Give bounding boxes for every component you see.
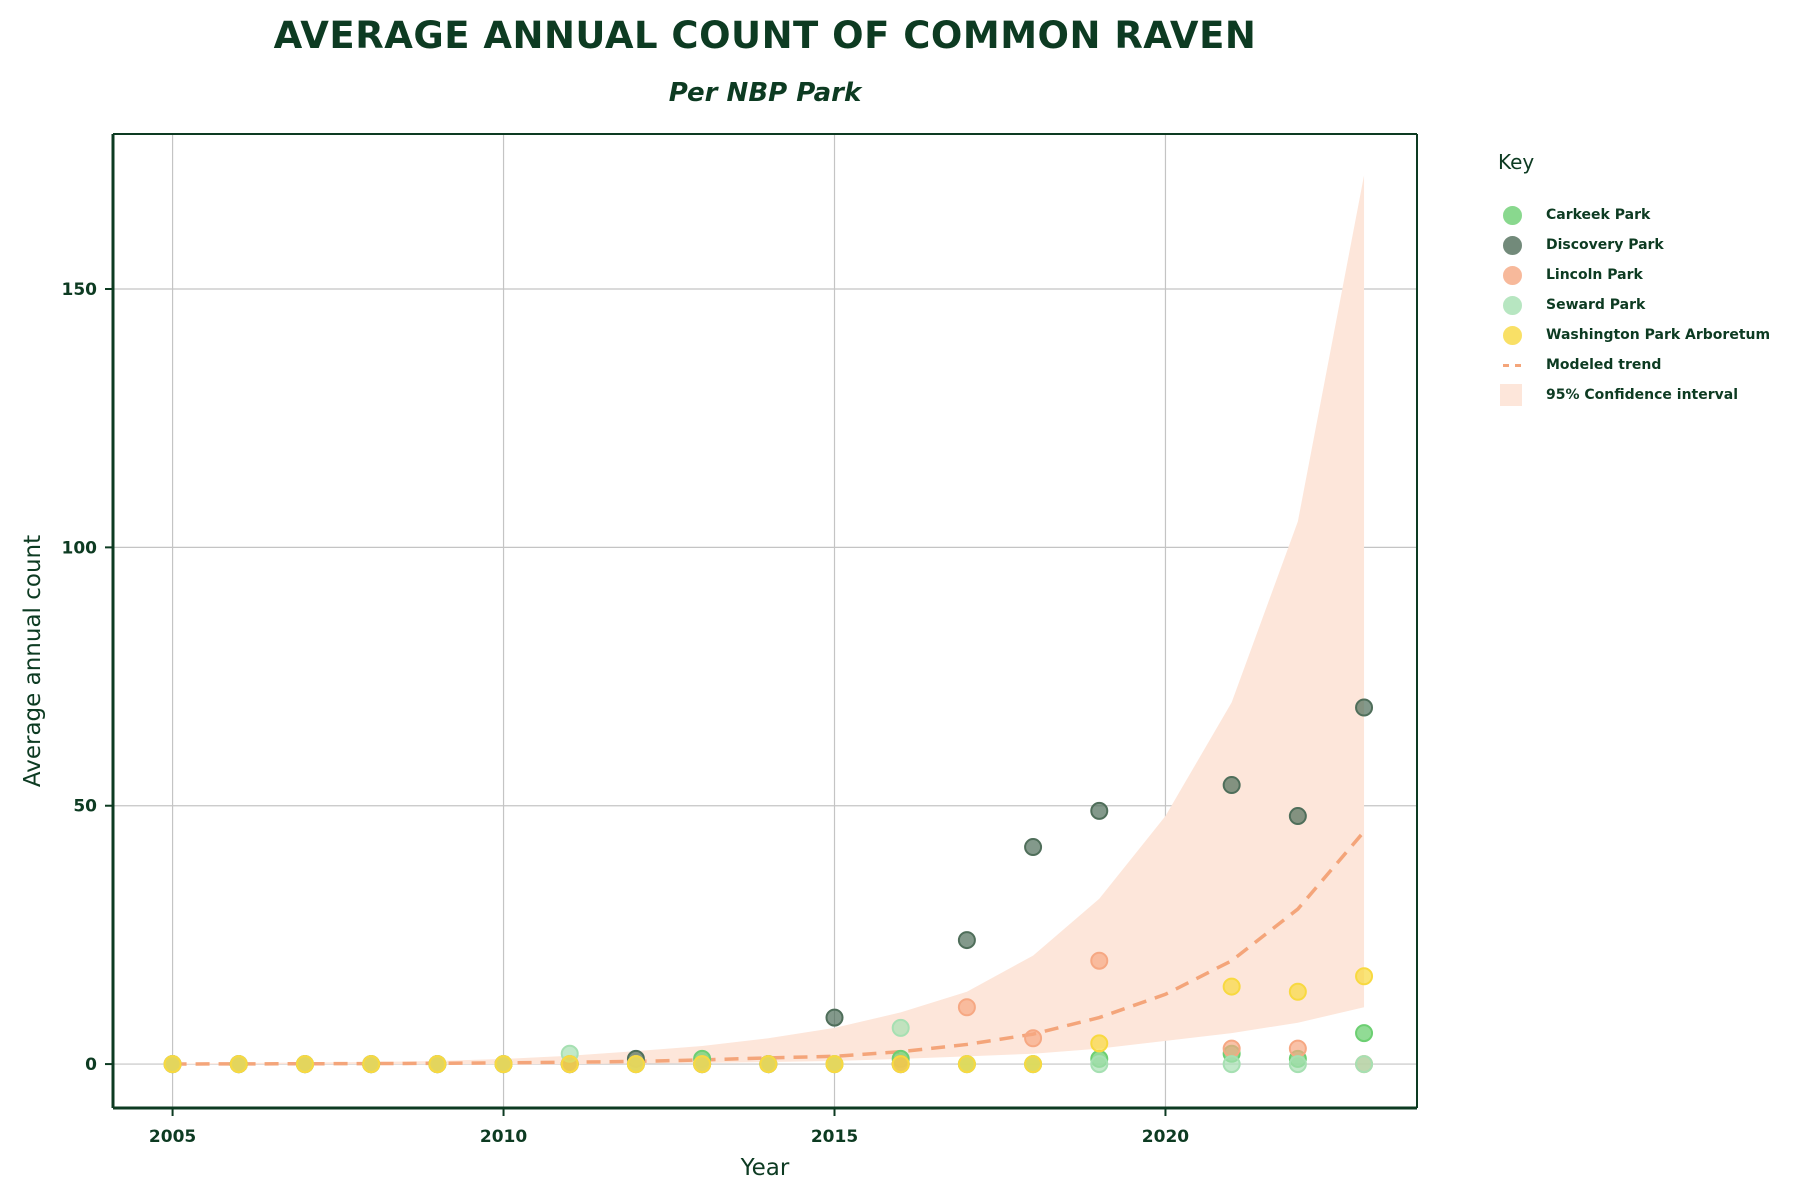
- legend-title: Key: [1498, 150, 1535, 174]
- y-tick-label: 50: [73, 797, 97, 817]
- legend-label: Washington Park Arboretum: [1546, 327, 1771, 343]
- point-washington-park-arboretum: [1024, 1055, 1043, 1074]
- point-washington-park-arboretum: [891, 1055, 910, 1074]
- point-seward-park: [891, 1018, 910, 1037]
- legend-item: Modeled trend: [1498, 350, 1798, 380]
- chart-title: AVERAGE ANNUAL COUNT OF COMMON RAVEN: [273, 14, 1257, 57]
- point-lincoln-park: [1024, 1029, 1043, 1048]
- legend-label: 95% Confidence interval: [1546, 387, 1739, 403]
- legend-marker: [1503, 363, 1521, 367]
- point-seward-park: [1355, 1055, 1374, 1074]
- point-washington-park-arboretum: [957, 1055, 976, 1074]
- x-tick-label: 2010: [480, 1127, 527, 1147]
- point-discovery-park: [1288, 807, 1307, 826]
- legend-items: Carkeek Park Discovery Park Lincoln Park Se…: [1498, 200, 1798, 410]
- point-discovery-park: [1355, 698, 1374, 717]
- legend-marker: [1502, 235, 1522, 255]
- point-washington-park-arboretum: [494, 1055, 513, 1074]
- chart-subtitle: Per NBP Park: [668, 78, 862, 108]
- legend-marker: [1502, 205, 1522, 225]
- legend-swatch: [1502, 355, 1522, 375]
- legend-label: Carkeek Park: [1546, 207, 1651, 223]
- point-discovery-park: [1024, 838, 1043, 857]
- point-discovery-park: [1222, 776, 1241, 795]
- point-washington-park-arboretum: [1222, 977, 1241, 996]
- point-washington-park-arboretum: [163, 1055, 182, 1074]
- point-discovery-park: [1090, 801, 1109, 820]
- legend-swatch: [1500, 384, 1522, 406]
- confidence-band-area: [172, 175, 1365, 1065]
- point-lincoln-park: [1090, 951, 1109, 970]
- x-axis-label: Year: [740, 1155, 790, 1181]
- trend-line: [172, 830, 1366, 1066]
- point-washington-park-arboretum: [362, 1055, 381, 1074]
- legend-item: Discovery Park: [1498, 230, 1798, 260]
- point-seward-park: [1222, 1055, 1241, 1074]
- point-seward-park: [1288, 1055, 1307, 1074]
- legend-marker: [1502, 295, 1522, 315]
- point-washington-park-arboretum: [759, 1055, 778, 1074]
- point-washington-park-arboretum: [295, 1055, 314, 1074]
- point-discovery-park: [825, 1008, 844, 1027]
- legend: Key Carkeek Park Discovery Park Lincoln Pa…: [1498, 150, 1798, 410]
- legend-label: Seward Park: [1546, 297, 1646, 313]
- x-tick-label: 2015: [811, 1127, 858, 1147]
- legend-label: Discovery Park: [1546, 237, 1664, 253]
- legend-swatch: [1502, 295, 1522, 315]
- point-carkeek-park: [1355, 1024, 1374, 1043]
- axes: [105, 133, 1418, 1116]
- point-washington-park-arboretum: [1090, 1034, 1109, 1053]
- legend-marker: [1500, 384, 1522, 406]
- point-washington-park-arboretum: [229, 1055, 248, 1074]
- legend-swatch: [1502, 265, 1522, 285]
- confidence-band: [172, 175, 1365, 1065]
- point-lincoln-park: [957, 998, 976, 1017]
- point-lincoln-park: [1288, 1039, 1307, 1058]
- trend-line-path: [172, 830, 1366, 1066]
- point-washington-park-arboretum: [560, 1055, 579, 1074]
- point-washington-park-arboretum: [428, 1055, 447, 1074]
- point-washington-park-arboretum: [825, 1055, 844, 1074]
- point-seward-park: [1090, 1055, 1109, 1074]
- tick-labels: 2005 2010 2015 2020 0 50 100 150: [62, 280, 1190, 1147]
- y-axis-label: Average annual count: [20, 535, 46, 787]
- legend-item: Carkeek Park: [1498, 200, 1798, 230]
- y-tick-label: 100: [62, 538, 98, 558]
- legend-item: Lincoln Park: [1498, 260, 1798, 290]
- legend-item: 95% Confidence interval: [1498, 380, 1798, 410]
- legend-label: Modeled trend: [1546, 357, 1662, 373]
- data-points: [163, 698, 1374, 1074]
- legend-swatch: [1502, 235, 1522, 255]
- legend-marker: [1502, 325, 1522, 345]
- x-tick-label: 2020: [1142, 1127, 1189, 1147]
- legend-swatch: [1502, 205, 1522, 225]
- legend-label: Lincoln Park: [1546, 267, 1643, 283]
- point-washington-park-arboretum: [1355, 967, 1374, 986]
- point-washington-park-arboretum: [693, 1055, 712, 1074]
- legend-item: Seward Park: [1498, 290, 1798, 320]
- point-washington-park-arboretum: [1288, 982, 1307, 1001]
- y-tick-label: 150: [62, 280, 98, 300]
- x-tick-label: 2005: [149, 1127, 196, 1147]
- y-tick-label: 0: [85, 1055, 97, 1075]
- point-lincoln-park: [1222, 1039, 1241, 1058]
- legend-item: Washington Park Arboretum: [1498, 320, 1798, 350]
- legend-marker: [1502, 265, 1522, 285]
- point-washington-park-arboretum: [626, 1055, 645, 1074]
- point-discovery-park: [957, 931, 976, 950]
- legend-swatch: [1502, 325, 1522, 345]
